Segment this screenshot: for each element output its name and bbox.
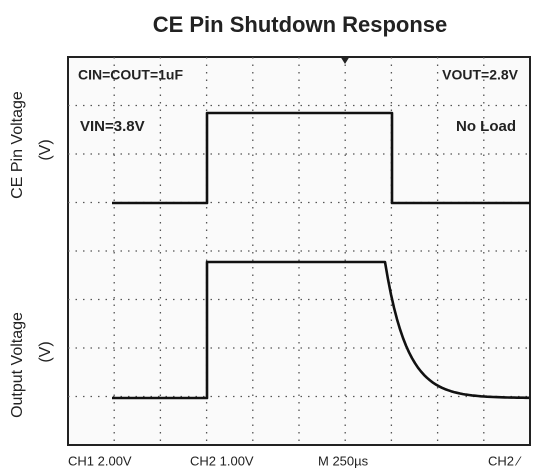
footer-label: CH1 2.00V — [68, 453, 132, 468]
annotation: VIN=3.8V — [80, 118, 145, 135]
footer-label: CH2 1.00V — [190, 453, 254, 468]
annotation: No Load — [456, 118, 516, 135]
trigger-marker — [340, 56, 350, 64]
footer-label: CH2 ∕ — [488, 453, 522, 468]
y-unit: (V) — [37, 341, 54, 362]
annotation: CIN=COUT=1uF — [78, 67, 183, 83]
y-label: Output Voltage — [9, 312, 26, 418]
footer-label: M 250µs — [318, 453, 369, 468]
title: CE Pin Shutdown Response — [153, 12, 448, 37]
y-unit: (V) — [37, 139, 54, 160]
y-label: CE Pin Voltage — [9, 91, 26, 199]
output-trace — [112, 260, 529, 400]
scope-screen — [67, 56, 531, 446]
ce-trace — [112, 111, 530, 205]
annotation: VOUT=2.8V — [442, 67, 519, 83]
